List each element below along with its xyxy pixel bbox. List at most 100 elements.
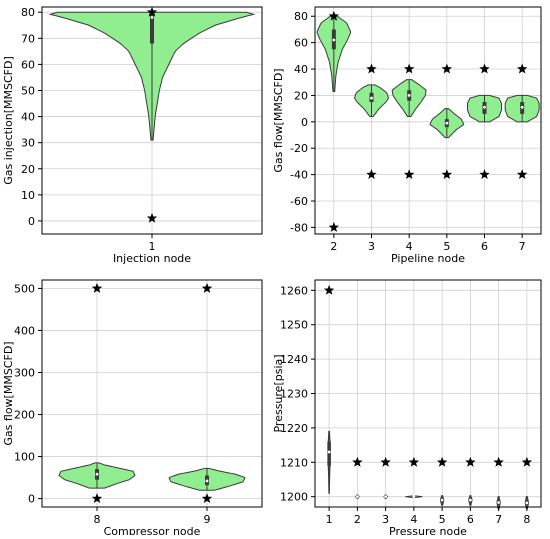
min-marker bbox=[91, 493, 103, 504]
violin-median bbox=[445, 121, 449, 125]
y-tick-label: 80 bbox=[294, 10, 308, 23]
x-tick-label: 8 bbox=[523, 513, 530, 526]
max-marker bbox=[403, 63, 415, 74]
y-tick-label: 1220 bbox=[280, 422, 308, 435]
x-tick-label: 7 bbox=[495, 513, 502, 526]
x-tick-label: 7 bbox=[519, 240, 526, 253]
violin-median bbox=[483, 105, 486, 109]
y-tick-label: 0 bbox=[28, 493, 35, 506]
y-axis-label: Gas flow[MMSCFD] bbox=[2, 341, 15, 445]
violin-median bbox=[327, 450, 331, 454]
panel-2: -80 -60 -40 -20 0 20 40 60 80 2 3 4 5 6 7 Pipeline node… bbox=[272, 6, 542, 265]
max-marker bbox=[493, 456, 504, 467]
y-tick-label: 1200 bbox=[280, 491, 308, 504]
y-tick-label: 500 bbox=[14, 282, 35, 295]
violin-iqr-box bbox=[327, 441, 331, 466]
x-tick-label: 1 bbox=[149, 240, 156, 253]
y-tick-label: 20 bbox=[294, 89, 308, 102]
y-tick-label: -80 bbox=[290, 221, 308, 234]
violin-median bbox=[497, 501, 501, 504]
violin-median bbox=[332, 38, 336, 42]
x-tick-label: 4 bbox=[406, 240, 413, 253]
min-marker bbox=[366, 169, 377, 180]
y-tick-label: 300 bbox=[14, 366, 35, 379]
min-marker bbox=[441, 169, 453, 180]
y-tick-label: -40 bbox=[290, 169, 308, 182]
x-tick-label: 1 bbox=[326, 513, 333, 526]
violin-iqr-box bbox=[150, 12, 154, 44]
y-tick-label: 20 bbox=[21, 163, 35, 176]
max-marker bbox=[323, 284, 335, 295]
y-tick-label: 1240 bbox=[280, 353, 308, 366]
x-axis-label: Compressor node bbox=[104, 525, 201, 535]
violin-median bbox=[384, 495, 388, 499]
violin-median bbox=[355, 495, 359, 499]
max-marker bbox=[465, 456, 476, 467]
y-tick-label: 80 bbox=[21, 6, 35, 19]
x-tick-label: 9 bbox=[204, 513, 211, 526]
violin-median bbox=[407, 94, 411, 97]
max-marker bbox=[352, 456, 363, 467]
y-tick-label: 100 bbox=[14, 451, 35, 464]
violin-median bbox=[95, 472, 99, 476]
violin-median bbox=[468, 498, 472, 502]
y-tick-label: 40 bbox=[294, 63, 308, 76]
axes-frame bbox=[314, 6, 542, 235]
max-marker bbox=[328, 10, 340, 21]
min-marker bbox=[328, 221, 340, 232]
violin-median bbox=[412, 495, 416, 499]
x-axis-label: Pipeline node bbox=[391, 252, 465, 265]
x-tick-label: 2 bbox=[330, 240, 337, 253]
violin-median bbox=[440, 498, 444, 502]
violin-median bbox=[150, 16, 154, 19]
min-marker bbox=[146, 212, 158, 223]
y-axis-label: Gas injection[MMSCFD] bbox=[2, 56, 15, 185]
panel-4: 1200 1210 1220 1230 1240 1250 1260 1 2 3 4 5 6 7 8 Pres… bbox=[272, 279, 542, 538]
x-tick-label: 4 bbox=[410, 513, 417, 526]
max-marker bbox=[479, 63, 490, 74]
y-tick-label: 60 bbox=[294, 37, 308, 50]
y-tick-label: 40 bbox=[21, 111, 35, 124]
y-tick-label: 200 bbox=[14, 409, 35, 422]
violin-median bbox=[520, 105, 524, 109]
max-marker bbox=[380, 456, 391, 467]
y-tick-label: 400 bbox=[14, 324, 35, 337]
max-marker bbox=[201, 282, 213, 293]
x-tick-label: 2 bbox=[354, 513, 361, 526]
y-tick-label: 30 bbox=[21, 137, 35, 150]
y-tick-label: 0 bbox=[301, 116, 308, 129]
y-tick-label: 1260 bbox=[280, 284, 308, 297]
violin-median bbox=[205, 479, 209, 483]
x-tick-label: 5 bbox=[443, 240, 450, 253]
y-tick-label: 70 bbox=[21, 32, 35, 45]
max-marker bbox=[366, 63, 377, 74]
max-marker bbox=[91, 282, 103, 293]
min-marker bbox=[516, 169, 528, 180]
y-tick-label: 50 bbox=[21, 84, 35, 97]
x-tick-label: 5 bbox=[439, 513, 446, 526]
y-tick-label: -60 bbox=[290, 195, 308, 208]
x-tick-label: 8 bbox=[94, 513, 101, 526]
y-tick-label: -20 bbox=[290, 142, 308, 155]
x-axis-label: Injection node bbox=[113, 252, 191, 265]
max-marker bbox=[441, 63, 453, 74]
y-tick-label: 1210 bbox=[280, 456, 308, 469]
y-axis-label: Gas flow[MMSCFD] bbox=[272, 68, 285, 172]
x-tick-label: 6 bbox=[467, 513, 474, 526]
x-tick-label: 3 bbox=[368, 240, 375, 253]
y-tick-label: 1250 bbox=[280, 319, 308, 332]
x-axis-label: Pressure node bbox=[389, 525, 467, 535]
y-tick-label: 10 bbox=[21, 189, 35, 202]
max-marker bbox=[521, 456, 533, 467]
violin-median bbox=[525, 501, 529, 505]
x-tick-label: 3 bbox=[382, 513, 389, 526]
min-marker bbox=[403, 169, 415, 180]
x-tick-label: 6 bbox=[481, 240, 488, 253]
max-marker bbox=[436, 456, 448, 467]
min-marker bbox=[201, 493, 213, 504]
max-marker bbox=[516, 63, 528, 74]
max-marker bbox=[146, 6, 158, 17]
